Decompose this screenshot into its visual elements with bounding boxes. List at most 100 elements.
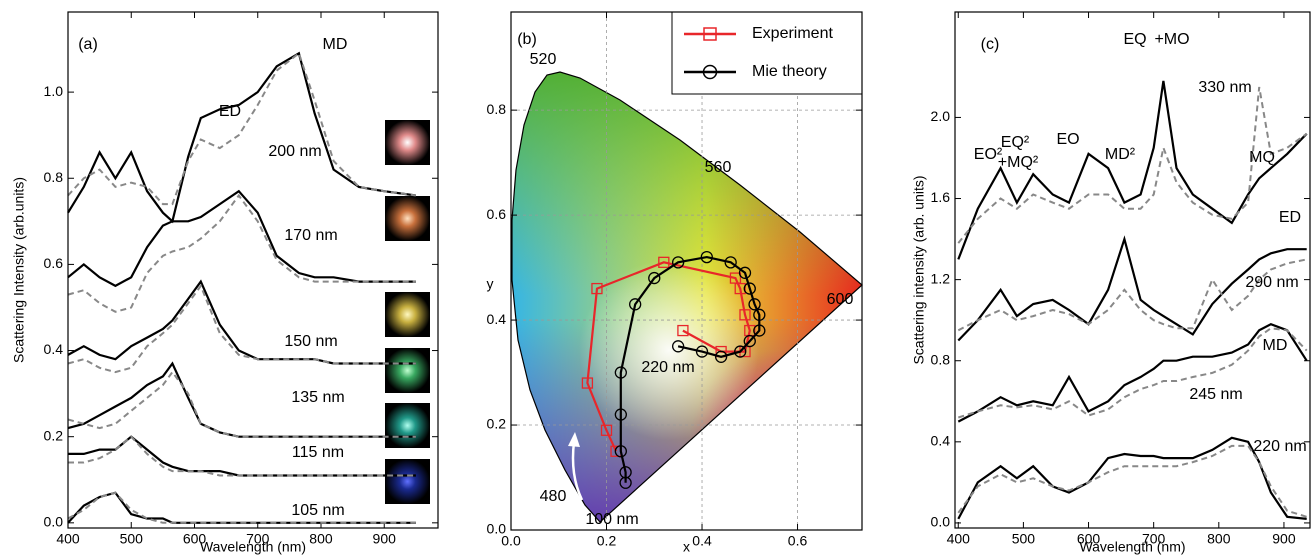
- particle-images: [385, 120, 430, 504]
- marker: [614, 366, 627, 379]
- y-axis-label: y: [487, 276, 494, 292]
- annotation: 150 nm: [284, 333, 337, 350]
- x-tick-label: 700: [1142, 531, 1166, 547]
- annotation: MD: [1263, 337, 1288, 354]
- legend-box: [671, 11, 863, 95]
- x-tick-label: 500: [120, 531, 144, 547]
- marker: [748, 298, 761, 311]
- y-tick-label: 0.0: [931, 514, 951, 530]
- annotation: (c): [981, 36, 1000, 53]
- annotation: MD: [323, 36, 348, 53]
- series-line: [67, 193, 416, 313]
- x-tick-label: 500: [1012, 531, 1036, 547]
- series-line: [68, 435, 416, 477]
- x-tick-label: 600: [183, 531, 207, 547]
- plot-frame: [67, 11, 439, 529]
- y-tick-label: 0.2: [487, 416, 507, 432]
- spectral-locus: [511, 71, 863, 523]
- annotation: EO: [1056, 131, 1079, 148]
- x-axis-label: x: [683, 539, 690, 555]
- annotation: (b): [517, 31, 537, 48]
- marker: [700, 250, 713, 264]
- legend-label: Mie theory: [752, 63, 827, 80]
- y-tick-label: 0.4: [44, 341, 64, 357]
- x-tick-label: 800: [1207, 531, 1231, 547]
- annotation: 100 nm: [585, 511, 638, 528]
- x-axis-label: Wavelength (nm): [1079, 539, 1185, 555]
- y-axis-label: Scattering intensity (arb. units): [911, 175, 927, 364]
- series-line: [67, 283, 416, 374]
- series-line: [67, 189, 416, 288]
- legend-marker: [702, 64, 718, 80]
- x-tick-label: 0.4: [692, 533, 712, 549]
- marker: [677, 324, 689, 337]
- annotation: 290 nm: [1245, 274, 1298, 291]
- marker: [695, 345, 709, 358]
- series-line: [67, 491, 416, 524]
- plot-frame: [954, 11, 1311, 529]
- y-tick-label: 0.8: [44, 169, 64, 185]
- y-tick-label: 0.6: [44, 255, 64, 271]
- y-tick-label: 0.8: [487, 101, 507, 117]
- y-tick-label: 0.0: [487, 521, 507, 537]
- marker: [734, 282, 746, 295]
- marker: [619, 466, 632, 479]
- series-line: [957, 80, 1308, 260]
- x-tick-label: 0.2: [597, 533, 617, 549]
- y-tick-label: 1.6: [931, 189, 951, 205]
- annotation: EQ: [1123, 31, 1146, 48]
- x-tick-label: 600: [1077, 531, 1101, 547]
- y-tick-label: 0.0: [44, 514, 64, 530]
- y-tick-label: 0.2: [44, 427, 64, 443]
- annotation: +MQ²: [998, 154, 1039, 171]
- x-tick-label: 400: [56, 531, 80, 547]
- marker: [614, 408, 627, 421]
- series-line: [67, 51, 417, 224]
- arrow: [571, 441, 584, 501]
- y-tick-label: 0.8: [931, 351, 951, 367]
- y-tick-label: 1.0: [44, 83, 64, 99]
- annotation: ED: [219, 103, 241, 120]
- series-line: [958, 327, 1308, 419]
- annotation: 600: [827, 291, 854, 308]
- annotation: 105 nm: [291, 502, 344, 519]
- annotation: 245 nm: [1189, 386, 1242, 403]
- x-tick-label: 900: [373, 531, 397, 547]
- annotation: 220 nm: [641, 359, 694, 376]
- x-tick-label: 800: [309, 531, 333, 547]
- annotation: 560: [705, 159, 732, 176]
- plot-frame: [510, 11, 863, 531]
- series-line: [957, 322, 1308, 423]
- marker: [591, 282, 603, 295]
- marker: [753, 308, 766, 321]
- marker: [743, 334, 756, 348]
- marker: [734, 345, 747, 358]
- marker: [671, 340, 685, 353]
- series-line: [957, 444, 1307, 518]
- marker: [671, 256, 685, 269]
- annotation: 200 nm: [268, 143, 321, 160]
- x-tick-label: 0.6: [788, 533, 808, 549]
- annotation: MD²: [1105, 146, 1136, 163]
- x-tick-label: 700: [246, 531, 270, 547]
- series-line: [957, 436, 1307, 520]
- x-tick-label: 0.0: [501, 533, 521, 549]
- y-tick-label: 0.4: [931, 433, 951, 449]
- annotation: MQ: [1249, 149, 1275, 166]
- y-tick-label: 1.2: [931, 270, 951, 286]
- series-line: [619, 255, 761, 483]
- annotation: 220 nm: [1253, 438, 1306, 455]
- annotation: 115 nm: [292, 444, 344, 461]
- marker: [658, 256, 670, 268]
- annotation: +MO: [1154, 31, 1189, 48]
- annotation: 170 nm: [284, 227, 337, 244]
- marker: [614, 445, 627, 458]
- series-line: [67, 370, 416, 438]
- annotation: (a): [78, 36, 98, 53]
- x-tick-label: 400: [947, 531, 971, 547]
- arrow-head: [568, 432, 580, 447]
- annotation: 135 nm: [291, 389, 344, 406]
- annotation: EO²: [974, 146, 1003, 163]
- marker: [714, 350, 728, 363]
